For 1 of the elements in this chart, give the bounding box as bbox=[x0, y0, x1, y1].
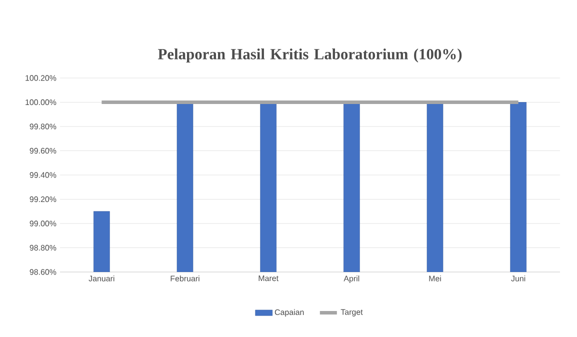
chart-title: Pelaporan Hasil Kritis Laboratorium (100%) bbox=[158, 48, 462, 62]
